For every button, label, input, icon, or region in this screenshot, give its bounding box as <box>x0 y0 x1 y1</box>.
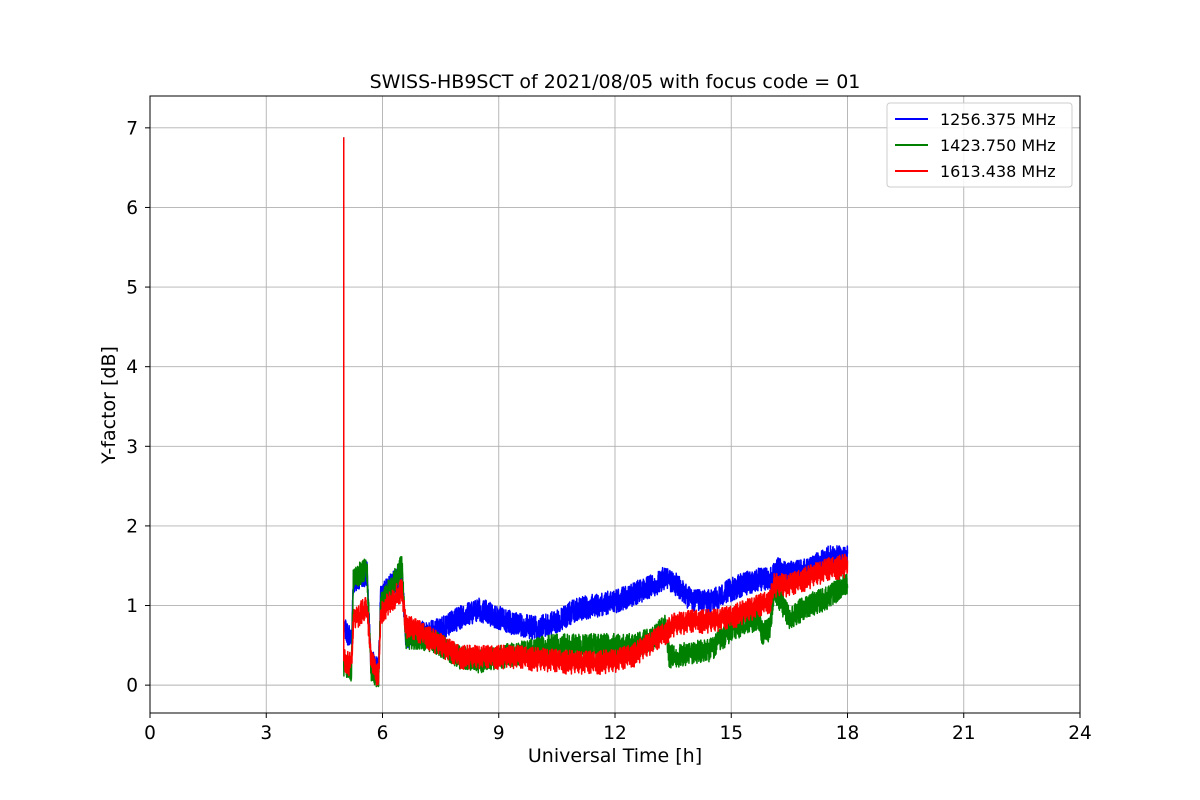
x-tick-label: 24 <box>1068 723 1092 744</box>
y-tick-label: 0 <box>126 676 138 697</box>
x-tick-label: 15 <box>719 723 743 744</box>
legend-label: 1423.750 MHz <box>940 136 1056 155</box>
x-tick-label: 3 <box>260 723 272 744</box>
x-tick-label: 12 <box>603 723 627 744</box>
series-line-3 <box>343 553 849 686</box>
x-axis-ticks: 0 3 6 9 12 15 18 21 24 <box>144 713 1092 744</box>
legend-label: 1256.375 MHz <box>940 110 1056 129</box>
x-tick-label: 18 <box>836 723 860 744</box>
y-tick-label: 5 <box>126 278 138 299</box>
legend-box <box>886 102 1073 188</box>
x-tick-label: 0 <box>144 723 156 744</box>
x-tick-label: 6 <box>377 723 389 744</box>
legend-label: 1613.438 MHz <box>940 162 1056 181</box>
chart-title: SWISS-HB9SCT of 2021/08/05 with focus co… <box>370 71 861 93</box>
y-tick-label: 2 <box>126 516 138 537</box>
y-tick-label: 6 <box>126 198 138 219</box>
series-layer <box>343 137 849 688</box>
y-axis-label: Y-factor [dB] <box>98 346 120 465</box>
y-tick-label: 3 <box>126 437 138 458</box>
x-tick-label: 21 <box>952 723 976 744</box>
y-tick-label: 7 <box>126 118 138 139</box>
y-axis-ticks: 0 1 2 3 4 5 6 7 <box>126 118 150 697</box>
x-tick-label: 9 <box>493 723 505 744</box>
y-tick-label: 4 <box>126 357 138 378</box>
y-tick-label: 1 <box>126 596 138 617</box>
x-axis-label: Universal Time [h] <box>528 745 702 767</box>
legend: 1256.375 MHz 1423.750 MHz 1613.438 MHz <box>886 102 1073 188</box>
